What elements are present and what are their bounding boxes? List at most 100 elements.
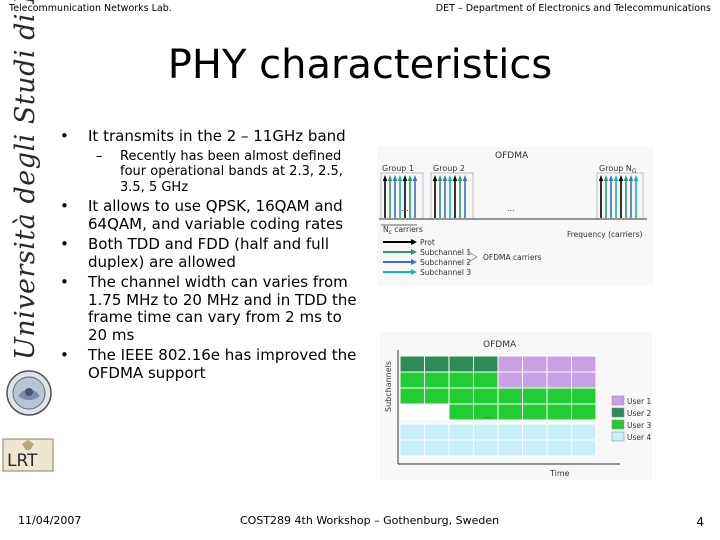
fig2-grid-cell — [571, 403, 597, 421]
fig1-carrier-arrowhead — [457, 175, 463, 181]
fig2-grid-cell — [399, 387, 425, 405]
slide-title: PHY characteristics — [167, 42, 553, 88]
fig1-carrier-arrowhead — [442, 175, 448, 181]
fig2-grid-cell — [497, 439, 523, 457]
fig1-carrier-arrowhead — [452, 175, 458, 181]
fig2-grid-cell — [424, 403, 450, 421]
fig2-grid-cell — [448, 371, 474, 389]
fig2-grid-cell — [522, 439, 548, 457]
ofdma-carriers-figure: OFDMA Group 1 Group 2 Group NG ... ... N… — [377, 147, 653, 285]
bullet-text: The channel width can varies from 1.75 M… — [88, 273, 357, 344]
fig1-legend-arrowhead — [411, 249, 417, 255]
fig1-ellipsis-mid: ... — [507, 204, 515, 213]
fig2-grid-cell — [473, 423, 499, 441]
fig1-legend-arrowhead — [411, 269, 417, 275]
lrt-logo-text: LRT — [7, 451, 38, 471]
header-left-text: Telecommunication Networks Lab. — [9, 3, 172, 14]
fig2-grid-cell — [448, 423, 474, 441]
fig1-carrier-arrowhead — [432, 175, 438, 181]
fig2-grid-cell — [424, 387, 450, 405]
bullet-item: • It transmits in the 2 – 11GHz band – R… — [58, 127, 358, 196]
bullet-symbol: • — [60, 346, 69, 364]
fig2-grid-cell — [424, 439, 450, 457]
fig2-y-axis-label: Subchannels — [384, 361, 393, 412]
bullet-text: It transmits in the 2 – 11GHz band — [88, 127, 346, 145]
sub-bullet-list: – Recently has been almost defined four … — [88, 149, 358, 196]
bullet-list: • It transmits in the 2 – 11GHz band – R… — [58, 127, 358, 385]
fig1-carrier-arrowhead — [382, 175, 388, 181]
fig1-group1-label: Group 1 — [382, 164, 414, 173]
fig2-grid-cell — [473, 387, 499, 405]
fig2-grid-cell — [546, 439, 572, 457]
fig1-carrier-arrowhead — [437, 175, 443, 181]
fig1-carrier-arrowhead — [613, 175, 619, 181]
fig1-groupN-label: Group NG — [599, 164, 637, 175]
fig1-nc-label: Nc carriers — [383, 225, 423, 236]
fig2-title: OFDMA — [483, 340, 517, 350]
fig2-grid-cell — [497, 423, 523, 441]
fig2-grid-cell — [546, 371, 572, 389]
bullet-text: The IEEE 802.16e has improved the OFDMA … — [88, 346, 357, 382]
fig2-legend-label: User 1 — [627, 397, 651, 406]
bullet-symbol: • — [60, 127, 69, 145]
fig2-grid-cell — [522, 355, 548, 373]
fig2-grid-cell — [522, 387, 548, 405]
fig1-legend-label: Prot — [420, 238, 435, 247]
bullet-item: • It allows to use QPSK, 16QAM and 64QAM… — [58, 197, 358, 233]
fig2-grid-cell — [522, 371, 548, 389]
fig2-legend-label: User 2 — [627, 409, 651, 418]
footer-date: 11/04/2007 — [18, 514, 82, 527]
fig1-group2-label: Group 2 — [433, 164, 465, 173]
fig1-carrier-arrowhead — [608, 175, 614, 181]
fig1-carrier-arrowhead — [392, 175, 398, 181]
fig1-carrier-arrowhead — [412, 175, 418, 181]
lrt-logo: LRT — [2, 438, 54, 472]
fig2-grid-cell — [571, 439, 597, 457]
fig2-grid-cell — [571, 371, 597, 389]
fig2-grid-cell — [497, 371, 523, 389]
fig2-grid-cell — [522, 403, 548, 421]
bullet-item: • The channel width can varies from 1.75… — [58, 273, 358, 344]
fig1-brace — [466, 250, 478, 264]
fig1-legend-label: Subchannel 1 — [420, 248, 471, 257]
fig1-carrier-arrowhead — [402, 175, 408, 181]
fig1-carrier-arrowhead — [628, 175, 634, 181]
bullet-symbol: • — [60, 197, 69, 215]
page-number: 4 — [696, 515, 704, 529]
fig1-frequency-label: Frequency (carriers) — [567, 230, 642, 239]
fig2-grid-cell — [399, 439, 425, 457]
bullet-symbol: • — [60, 235, 69, 253]
fig1-arrow-group — [380, 172, 644, 220]
fig2-grid-cell — [571, 355, 597, 373]
fig2-grid-cell — [497, 403, 523, 421]
fig1-carrier-arrowhead — [618, 175, 624, 181]
fig2-grid-cell — [448, 387, 474, 405]
fig2-legend-swatch — [611, 431, 625, 442]
fig2-grid-cell — [473, 371, 499, 389]
fig2-grid-cell — [448, 439, 474, 457]
fig2-grid-cell — [571, 387, 597, 405]
fig1-title: OFDMA — [495, 151, 529, 161]
fig1-carrier-arrowhead — [633, 175, 639, 181]
fig2-grid-cell — [546, 387, 572, 405]
fig2-legend: User 1 User 2 User 3 User 4 — [611, 395, 651, 442]
fig2-grid-cell — [448, 403, 474, 421]
fig1-ellipsis: ... — [401, 204, 409, 213]
fig2-legend-label: User 3 — [627, 421, 651, 430]
fig1-carrier-arrowhead — [387, 175, 393, 181]
fig1-legend-arrowhead — [411, 259, 417, 265]
header-right-text: DET – Department of Electronics and Tele… — [435, 3, 711, 14]
fig2-grid-cell — [399, 403, 425, 421]
fig1-carrier-arrowhead — [598, 175, 604, 181]
fig2-grid-cell — [424, 371, 450, 389]
fig2-grid-cell — [473, 355, 499, 373]
fig2-grid-cell — [399, 355, 425, 373]
fig2-grid-cell — [571, 423, 597, 441]
fig1-carrier-arrowhead — [462, 175, 468, 181]
fig2-grid-cell — [546, 403, 572, 421]
fig2-grid-cell — [424, 355, 450, 373]
bullet-text: Both TDD and FDD (half and full duplex) … — [88, 235, 330, 271]
fig2-grid-cell — [546, 355, 572, 373]
fig2-grid — [399, 355, 597, 457]
